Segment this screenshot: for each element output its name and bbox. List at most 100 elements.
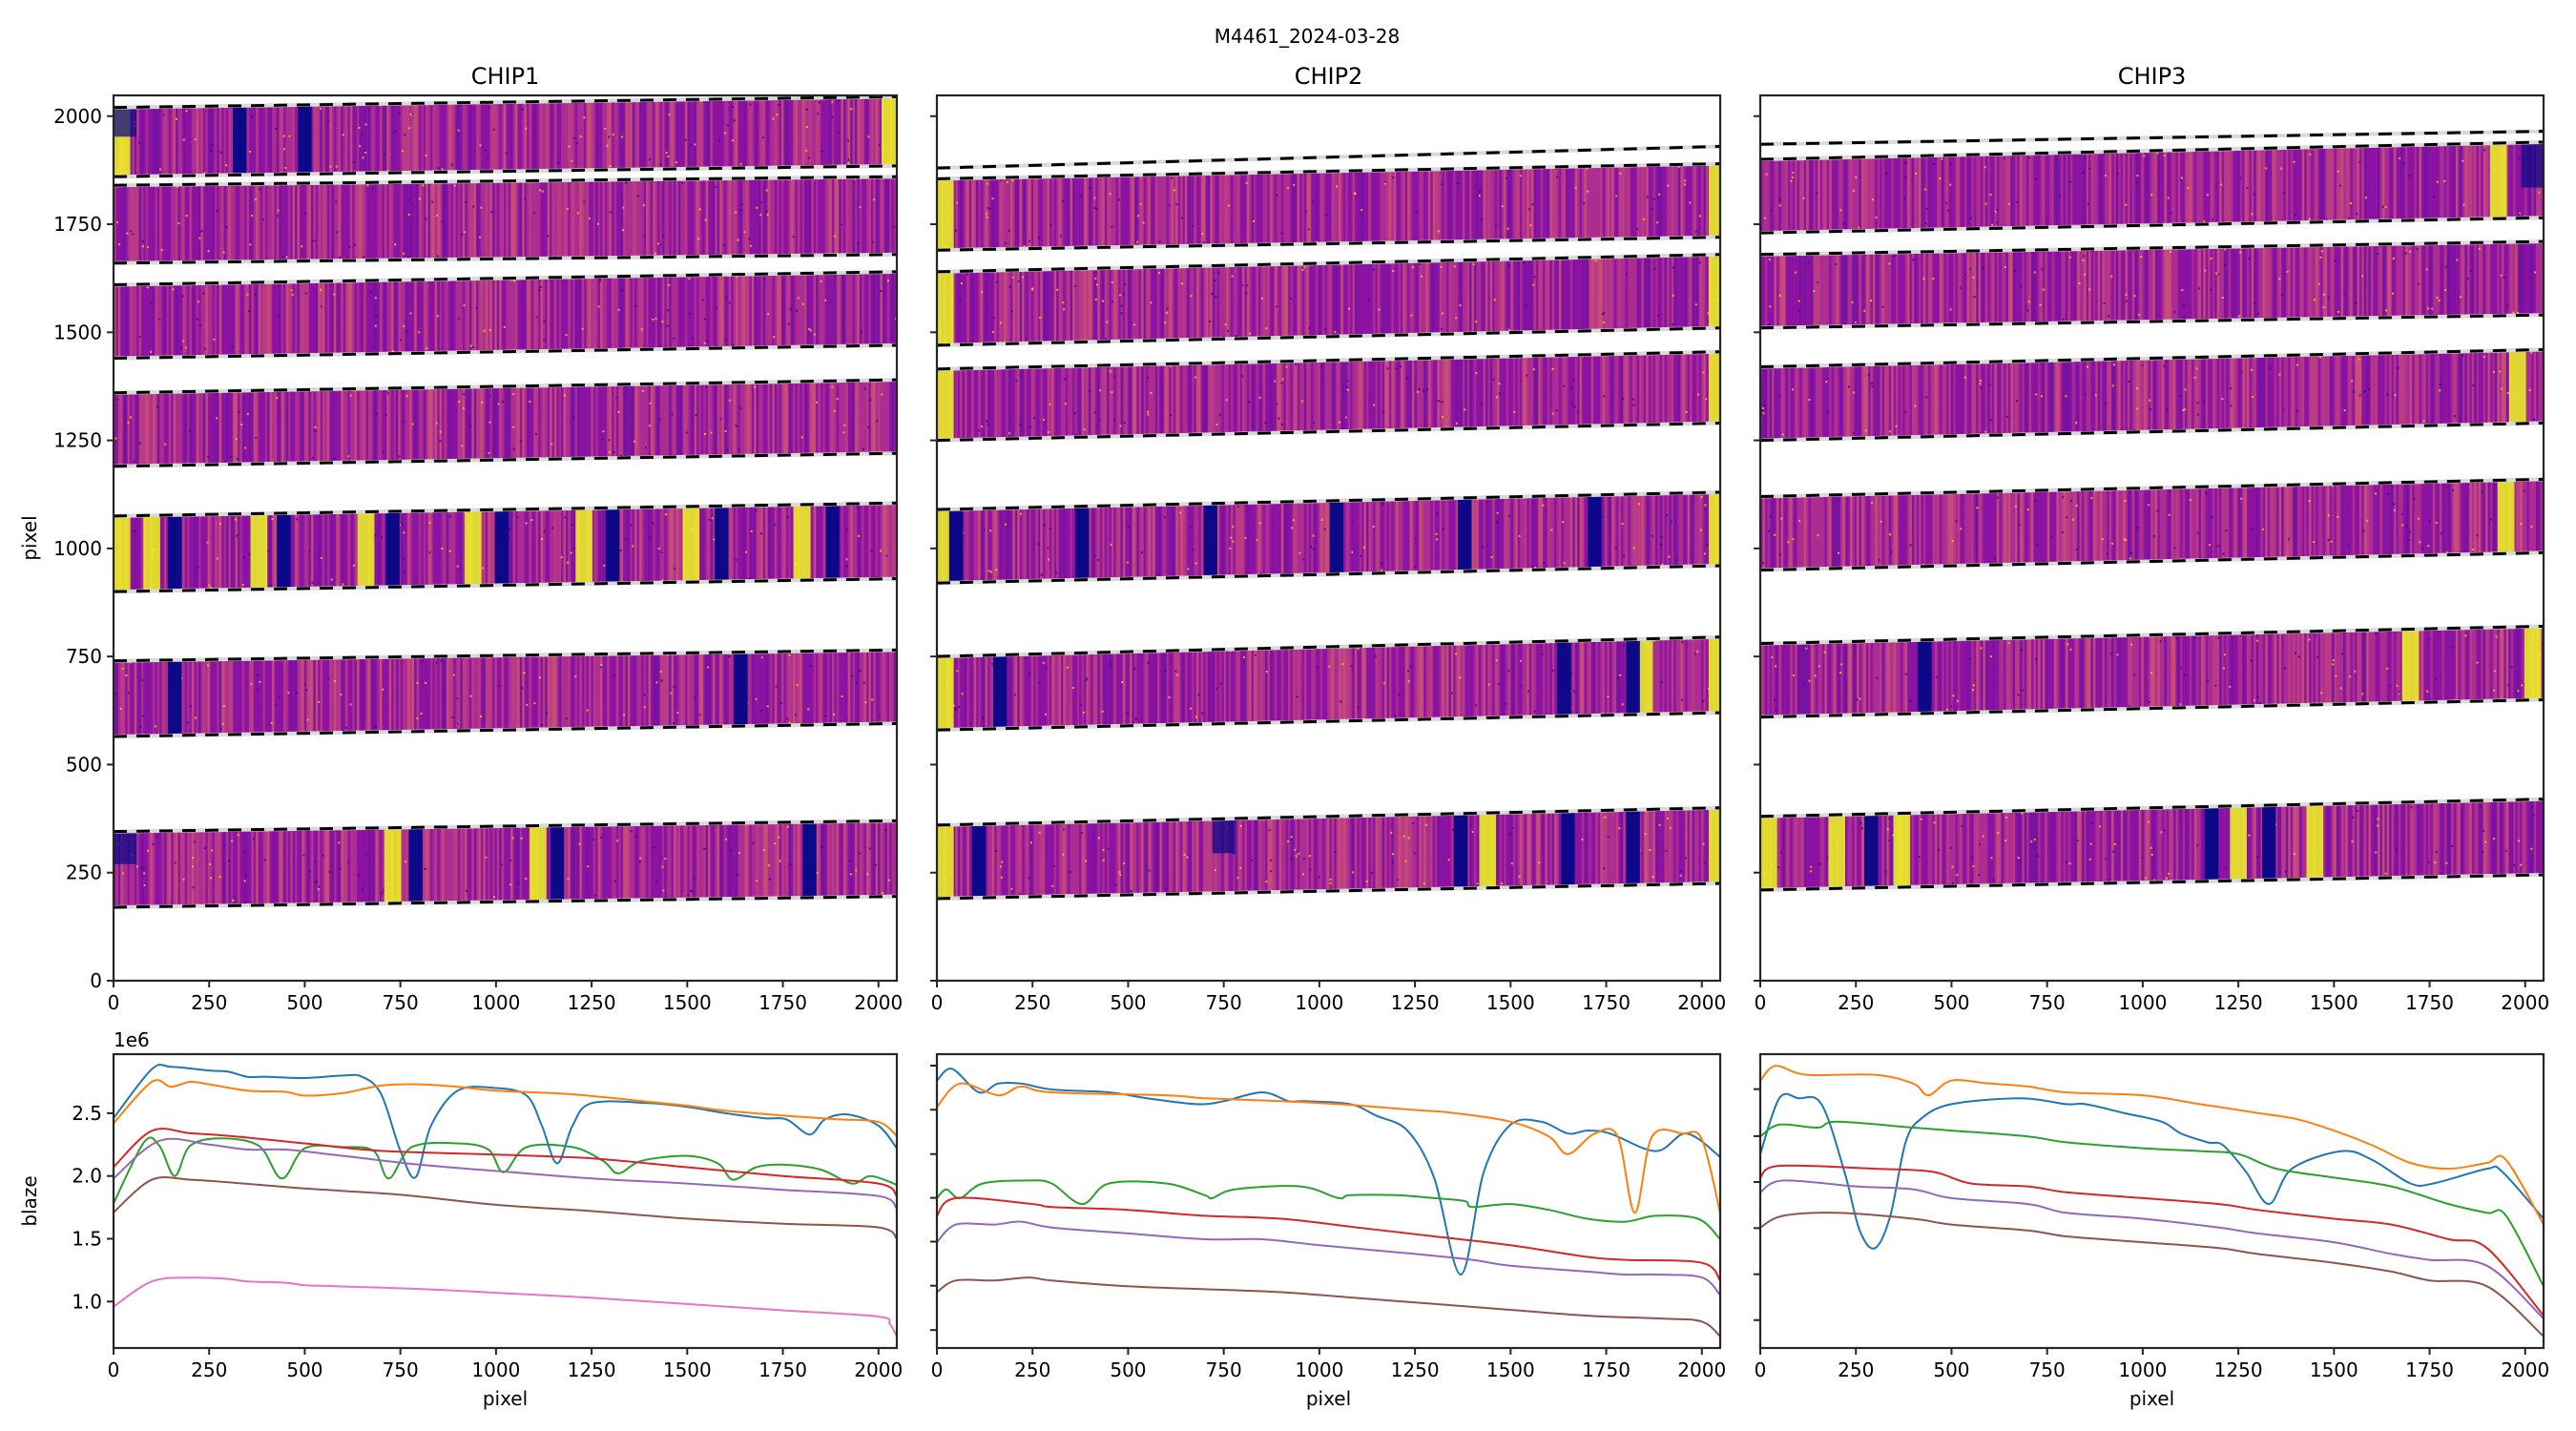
noise-speckle (130, 230, 133, 233)
noise-stripe (256, 380, 260, 467)
noise-stripe (694, 271, 697, 359)
noise-speckle (698, 208, 701, 211)
noise-stripe (576, 271, 580, 359)
noise-stripe (599, 271, 603, 359)
noise-stripe (359, 380, 363, 467)
noise-stripe (120, 650, 124, 736)
noise-stripe (537, 503, 541, 592)
noise-speckle (156, 405, 159, 408)
noise-speckle (892, 225, 895, 228)
noise-stripe (1262, 254, 1266, 345)
noise-stripe (152, 176, 156, 263)
noise-stripe (177, 271, 181, 359)
noise-stripe (452, 176, 456, 263)
noise-stripe (1189, 163, 1193, 251)
noise-speckle (266, 550, 269, 552)
noise-speckle (1171, 176, 1174, 179)
noise-speckle (608, 439, 611, 442)
noise-speckle (409, 113, 412, 115)
noise-speckle (462, 393, 465, 396)
noise-speckle (737, 238, 739, 241)
noise-stripe (818, 380, 821, 467)
noise-speckle (688, 380, 691, 381)
noise-stripe (677, 380, 681, 467)
noise-stripe (166, 176, 170, 263)
noise-stripe (627, 650, 631, 736)
noise-stripe (1195, 254, 1199, 345)
noise-stripe (850, 176, 853, 263)
noise-speckle (1111, 391, 1113, 394)
noise-stripe (1216, 351, 1220, 441)
noise-speckle (340, 693, 343, 695)
noise-stripe (829, 96, 833, 177)
noise-stripe (550, 271, 552, 359)
noise-stripe (712, 503, 716, 592)
noise-stripe (800, 380, 803, 467)
noise-speckle (1224, 323, 1227, 326)
noise-stripe (1086, 254, 1090, 345)
noise-speckle (263, 859, 266, 861)
noise-stripe (705, 503, 709, 592)
noise-stripe (547, 650, 551, 736)
noise-stripe (1489, 351, 1493, 441)
noise-speckle (418, 331, 421, 334)
noise-speckle (1506, 227, 1509, 230)
noise-stripe (1528, 254, 1532, 345)
noise-speckle (1338, 421, 1340, 424)
noise-stripe (1361, 163, 1364, 251)
noise-speckle (1166, 307, 1169, 310)
noise-stripe (1071, 163, 1075, 251)
noise-stripe (1705, 254, 1709, 345)
noise-speckle (202, 292, 205, 295)
noise-stripe (297, 650, 301, 736)
noise-stripe (529, 650, 532, 736)
noise-speckle (335, 829, 338, 832)
noise-stripe (1361, 351, 1364, 441)
noise-stripe (1597, 351, 1601, 441)
noise-speckle (1646, 196, 1649, 198)
noise-stripe (382, 820, 385, 907)
noise-stripe (1517, 163, 1521, 251)
noise-stripe (565, 96, 569, 177)
noise-stripe (1664, 163, 1668, 251)
noise-stripe (1280, 163, 1284, 251)
noise-stripe (462, 650, 466, 736)
noise-stripe (349, 176, 353, 263)
noise-stripe (632, 96, 635, 177)
noise-stripe (175, 176, 178, 263)
noise-stripe (1024, 351, 1028, 441)
noise-stripe (728, 820, 732, 907)
noise-stripe (710, 176, 714, 263)
noise-stripe (769, 96, 773, 177)
noise-stripe (1125, 163, 1129, 251)
noise-stripe (1492, 254, 1495, 345)
noise-stripe (551, 503, 555, 592)
noise-stripe (579, 820, 583, 907)
noise-stripe (767, 820, 771, 907)
noise-speckle (320, 557, 322, 560)
noise-stripe (1035, 254, 1039, 345)
noise-speckle (1381, 342, 1383, 344)
noise-stripe (1512, 351, 1516, 441)
noise-stripe (168, 271, 172, 359)
noise-speckle (884, 829, 887, 832)
noise-stripe (689, 380, 693, 467)
noise-stripe (1191, 163, 1195, 251)
noise-stripe (586, 176, 590, 263)
noise-stripe (460, 503, 464, 592)
noise-speckle (126, 232, 129, 235)
noise-stripe (473, 176, 477, 263)
noise-speckle (1582, 244, 1585, 247)
noise-speckle (1201, 232, 1204, 235)
noise-speckle (463, 231, 466, 234)
noise-speckle (759, 214, 762, 217)
noise-stripe (767, 271, 771, 359)
noise-stripe (218, 271, 222, 359)
noise-stripe (854, 650, 858, 736)
noise-stripe (375, 820, 379, 907)
noise-speckle (1572, 379, 1575, 382)
noise-stripe (1421, 351, 1424, 441)
noise-speckle (767, 313, 770, 316)
noise-stripe (613, 380, 617, 467)
noise-speckle (116, 399, 119, 402)
